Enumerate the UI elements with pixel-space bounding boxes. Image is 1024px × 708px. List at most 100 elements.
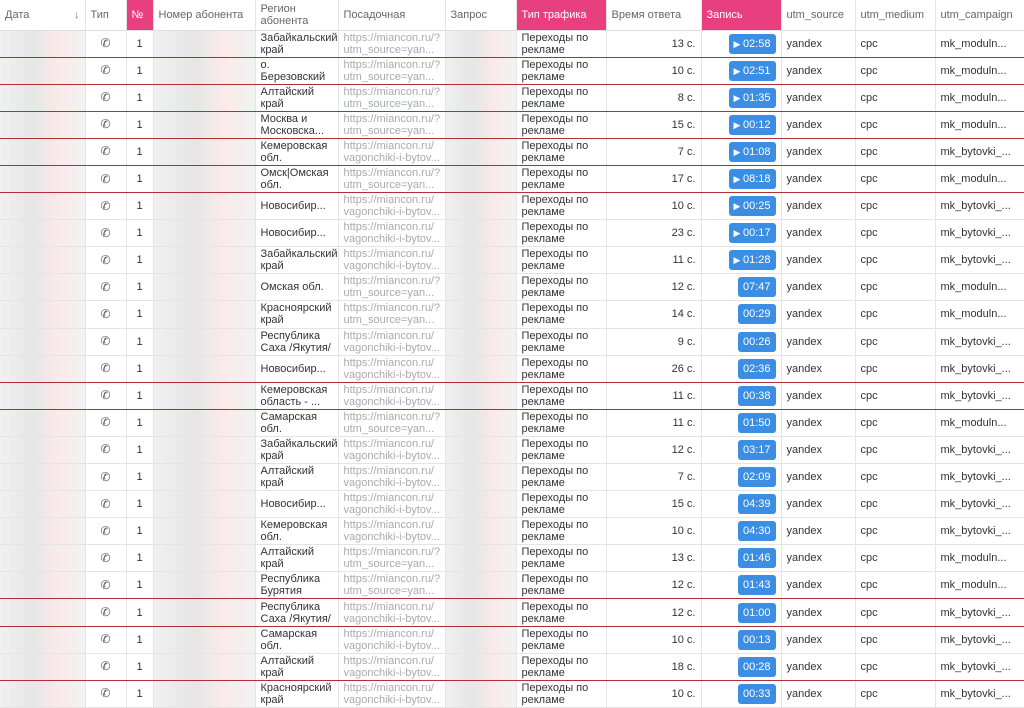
play-record-button[interactable]: ▶ 01:28 [728, 250, 776, 271]
landing-url-cell[interactable]: https://miancon.ru/? utm_source=yan... [338, 409, 446, 437]
table-row[interactable]: ✆ 1 Красноярский край https://miancon.ru/ v… [0, 680, 1024, 708]
play-record-button[interactable]: 01:46 [737, 548, 776, 569]
type-cell: ✆ [85, 544, 127, 573]
record-cell: ▶ 00:25 [701, 192, 782, 221]
landing-url-cell[interactable]: https://miancon.ru/ vagonchiki-i-bytov..… [338, 328, 446, 356]
table-row[interactable]: ✆ 1 Новосибир... https://miancon.ru/ vagonc… [0, 490, 1024, 519]
type-cell: ✆ [85, 300, 127, 329]
landing-url-cell[interactable]: https://miancon.ru/? utm_source=yan... [338, 544, 446, 573]
landing-url-cell[interactable]: https://miancon.ru/ vagonchiki-i-bytov..… [338, 463, 446, 492]
table-row[interactable]: ✆ 1 Самарская обл. https://miancon.ru/ vago… [0, 626, 1024, 654]
table-row[interactable]: ✆ 1 Республика Саха /Якутия/https://mianco… [0, 328, 1024, 356]
play-record-button[interactable]: ▶ 00:25 [728, 196, 776, 217]
sort-arrow-icon[interactable]: ↓ [74, 8, 80, 21]
play-icon: ▶ [733, 228, 743, 239]
table-row[interactable]: ✆ 1 Забайкальский край https://miancon.ru/ … [0, 246, 1024, 275]
landing-url-cell[interactable]: https://miancon.ru/ vagonchiki-i-bytov..… [338, 680, 446, 708]
traffic-cell: Переходы по рекламе [516, 653, 607, 681]
play-record-button[interactable]: 01:50 [737, 412, 776, 433]
landing-url-cell[interactable]: https://miancon.ru/ vagonchiki-i-bytov..… [338, 490, 446, 519]
landing-url-cell[interactable]: https://miancon.ru/? utm_source=yan... [338, 300, 446, 329]
play-record-button[interactable]: 04:30 [737, 521, 776, 542]
table-row[interactable]: ✆ 1 Республика Бурятия https://miancon.ru/?… [0, 571, 1024, 600]
play-record-button[interactable]: 02:09 [737, 467, 776, 488]
num-cell: 1 [126, 111, 154, 139]
col-utm-medium[interactable]: utm_medium [855, 0, 936, 31]
landing-url-cell[interactable]: https://miancon.ru/ vagonchiki-i-bytov..… [338, 598, 446, 627]
landing-url-cell[interactable]: https://miancon.ru/ vagonchiki-i-bytov..… [338, 355, 446, 383]
col-utm-source[interactable]: utm_source [781, 0, 856, 31]
play-record-button[interactable]: ▶ 00:17 [728, 223, 776, 244]
play-record-button[interactable]: 03:17 [737, 439, 776, 460]
landing-url-cell[interactable]: https://miancon.ru/? utm_source=yan... [338, 571, 446, 600]
table-row[interactable]: ✆ 1 Кемеровская область - ... https://mianc… [0, 382, 1024, 410]
table-row[interactable]: ✆ 1 Алтайский край https://miancon.ru/ vago… [0, 463, 1024, 492]
table-row[interactable]: ✆ 1 Забайкальский край https://miancon.ru/?… [0, 30, 1024, 58]
query-cell-redacted [445, 490, 517, 519]
play-record-button[interactable]: ▶ 01:35 [728, 87, 776, 108]
landing-url-cell[interactable]: https://miancon.ru/? utm_source=yan... [338, 30, 446, 58]
table-row[interactable]: ✆ 1 Забайкальский край https://miancon.ru/ … [0, 436, 1024, 465]
landing-url-cell[interactable]: https://miancon.ru/? utm_source=yan... [338, 84, 446, 112]
col-utm-campaign[interactable]: utm_campaign [935, 0, 1024, 31]
play-record-button[interactable]: 02:36 [737, 358, 776, 379]
landing-url-cell[interactable]: https://miancon.ru/ vagonchiki-i-bytov..… [338, 626, 446, 654]
col-phone[interactable]: Номер абонента [153, 0, 256, 31]
table-row[interactable]: ✆ 1 Новосибир... https://miancon.ru/ vagonc… [0, 219, 1024, 248]
col-traffic[interactable]: Тип трафика [516, 0, 607, 31]
col-response[interactable]: Время ответа [606, 0, 702, 31]
table-row[interactable]: ✆ 1 Кемеровская обл. https://miancon.ru/ va… [0, 517, 1024, 546]
landing-url-cell[interactable]: https://miancon.ru/? utm_source=yan... [338, 165, 446, 194]
play-record-button[interactable]: 00:38 [737, 385, 776, 406]
play-record-button[interactable]: 00:28 [737, 656, 776, 677]
col-type[interactable]: Тип [85, 0, 127, 31]
table-row[interactable]: ✆ 1 о. Березовский https://miancon.ru/? utm… [0, 57, 1024, 85]
landing-url-cell[interactable]: https://miancon.ru/ vagonchiki-i-bytov..… [338, 436, 446, 465]
table-row[interactable]: ✆ 1 Самарская обл. https://miancon.ru/? utm… [0, 409, 1024, 437]
landing-url-cell[interactable]: https://miancon.ru/ vagonchiki-i-bytov..… [338, 517, 446, 546]
play-record-button[interactable]: 07:47 [737, 277, 776, 298]
response-time-cell: 17 с. [606, 165, 702, 194]
landing-url-cell[interactable]: https://miancon.ru/ vagonchiki-i-bytov..… [338, 653, 446, 681]
table-row[interactable]: ✆ 1 Новосибир... https://miancon.ru/ vagonc… [0, 192, 1024, 221]
col-landing[interactable]: Посадочная [338, 0, 446, 31]
table-row[interactable]: ✆ 1 Республика Саха /Якутия/https://mianco… [0, 598, 1024, 627]
traffic-cell: Переходы по рекламе [516, 382, 607, 410]
table-row[interactable]: ✆ 1 Алтайский край https://miancon.ru/ vago… [0, 653, 1024, 681]
play-record-button[interactable]: ▶ 02:58 [728, 33, 776, 54]
col-region[interactable]: Регион абонента [255, 0, 339, 31]
play-record-button[interactable]: ▶ 01:08 [728, 141, 776, 162]
landing-url-cell[interactable]: https://miancon.ru/? utm_source=yan... [338, 273, 446, 302]
landing-url-cell[interactable]: https://miancon.ru/ vagonchiki-i-bytov..… [338, 138, 446, 166]
table-row[interactable]: ✆ 1 Омск|Омская обл. https://miancon.ru/? u… [0, 165, 1024, 194]
table-row[interactable]: ✆ 1 Красноярский край https://miancon.ru/? … [0, 300, 1024, 329]
play-record-button[interactable]: ▶ 00:12 [728, 114, 776, 135]
num-cell: 1 [126, 246, 154, 275]
play-record-button[interactable]: 00:33 [737, 683, 776, 704]
table-row[interactable]: ✆ 1 Алтайский край https://miancon.ru/? utm… [0, 84, 1024, 112]
landing-url-cell[interactable]: https://miancon.ru/ vagonchiki-i-bytov..… [338, 382, 446, 410]
landing-url-cell[interactable]: https://miancon.ru/ vagonchiki-i-bytov..… [338, 192, 446, 221]
table-row[interactable]: ✆ 1 Москва и Московска... https://miancon.r… [0, 111, 1024, 139]
landing-url-cell[interactable]: https://miancon.ru/? utm_source=yan... [338, 57, 446, 85]
play-record-button[interactable]: 01:43 [737, 575, 776, 596]
col-record[interactable]: Запись [701, 0, 782, 31]
play-record-button[interactable]: ▶ 08:18 [728, 169, 776, 190]
col-query[interactable]: Запрос [445, 0, 517, 31]
play-record-button[interactable]: 00:26 [737, 331, 776, 352]
landing-url-cell[interactable]: https://miancon.ru/ vagonchiki-i-bytov..… [338, 219, 446, 248]
table-row[interactable]: ✆ 1 Кемеровская обл. https://miancon.ru/ va… [0, 138, 1024, 166]
play-record-button[interactable]: 00:29 [737, 304, 776, 325]
play-record-button[interactable]: 00:13 [737, 629, 776, 650]
play-record-button[interactable]: ▶ 02:51 [728, 60, 776, 81]
landing-url-cell[interactable]: https://miancon.ru/ vagonchiki-i-bytov..… [338, 246, 446, 275]
table-row[interactable]: ✆ 1 Алтайский край https://miancon.ru/? utm… [0, 544, 1024, 573]
col-date[interactable]: Дата ↓ [0, 0, 86, 31]
play-record-button[interactable]: 01:00 [737, 602, 776, 623]
col-num[interactable]: № [126, 0, 154, 31]
play-record-button[interactable]: 04:39 [737, 494, 776, 515]
table-row[interactable]: ✆ 1 Новосибир... https://miancon.ru/ vagonc… [0, 355, 1024, 383]
table-row[interactable]: ✆ 1 Омская обл. https://miancon.ru/? utm_so… [0, 273, 1024, 302]
landing-url-cell[interactable]: https://miancon.ru/? utm_source=yan... [338, 111, 446, 139]
phone-icon: ✆ [100, 252, 111, 267]
